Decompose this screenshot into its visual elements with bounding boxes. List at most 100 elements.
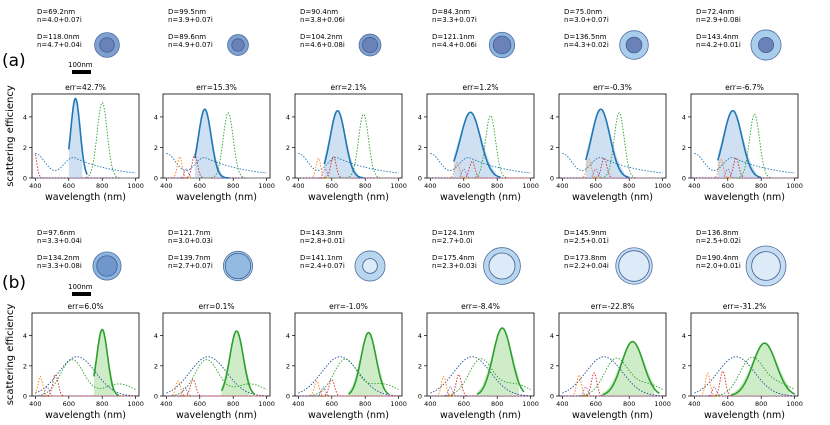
- error-label: err=-1.0%: [329, 302, 368, 311]
- error-label: err=42.7%: [65, 83, 106, 92]
- outer-diameter-text: D=139.7nm: [168, 254, 211, 262]
- inner-index-text: n=2.7+0.0i: [432, 237, 472, 245]
- outer-index-text: n=2.4+0.07i: [300, 262, 345, 270]
- outer-diameter-text: D=143.4nm: [696, 33, 739, 41]
- y-tick-label: 4: [23, 113, 27, 121]
- inner-index-text: n=2.8+0.01i: [300, 237, 345, 245]
- x-tick-label: 600: [194, 400, 206, 408]
- x-tick-label: 400: [160, 182, 172, 190]
- x-tick-label: 600: [63, 182, 75, 190]
- mode-curve-green: [166, 359, 267, 397]
- mode-curve-purple: [430, 168, 531, 179]
- outer-diameter-text: D=190.4nm: [696, 254, 739, 262]
- inner-index-text: n=4.0+0.07i: [37, 16, 82, 24]
- x-axis-label: wavelength (nm): [572, 192, 653, 203]
- x-tick-label: 400: [29, 400, 41, 408]
- mode-curve-blue: [35, 356, 136, 397]
- error-label: err=-6.7%: [725, 83, 764, 92]
- y-tick-label: 2: [154, 362, 158, 370]
- outer-diameter-text: D=173.8nm: [564, 254, 607, 262]
- particle-core: [96, 255, 118, 277]
- inner-index-text: n=3.3+0.04i: [37, 237, 82, 245]
- outer-index-text: n=4.7+0.04i: [37, 41, 82, 49]
- y-axis-label: scattering efficiency: [5, 85, 16, 187]
- x-tick-label: 800: [491, 400, 503, 408]
- mode-curve-purple: [298, 386, 399, 397]
- y-tick-label: 4: [154, 332, 158, 340]
- x-tick-label: 600: [590, 182, 602, 190]
- particle-core: [224, 252, 252, 280]
- inner-index-text: n=3.8+0.06i: [300, 16, 345, 24]
- scale-bar-label: 100nm: [68, 283, 93, 291]
- predicted-spectrum: [220, 330, 256, 396]
- particle-core: [362, 37, 378, 53]
- y-tick-label: 0: [418, 393, 422, 401]
- x-tick-label: 400: [556, 400, 568, 408]
- outer-index-text: n=4.3+0.02i: [564, 41, 609, 49]
- outer-index-text: n=2.0+0.01i: [696, 262, 741, 270]
- mode-curve-purple: [166, 386, 267, 397]
- x-tick-label: 1000: [127, 182, 144, 190]
- x-tick-label: 600: [458, 400, 470, 408]
- mode-curve-blue: [298, 356, 399, 397]
- particle-core: [751, 251, 781, 281]
- particle-core: [488, 252, 516, 280]
- particle-core: [231, 38, 245, 52]
- x-tick-label: 400: [292, 400, 304, 408]
- x-tick-label: 400: [29, 182, 41, 190]
- y-tick-label: 2: [286, 144, 290, 152]
- x-tick-label: 400: [292, 182, 304, 190]
- x-tick-label: 1000: [258, 400, 275, 408]
- y-tick-label: 2: [550, 144, 554, 152]
- y-tick-label: 4: [154, 113, 158, 121]
- x-tick-label: 800: [96, 400, 108, 408]
- mode-curve-green: [562, 357, 663, 397]
- axes-frame: [294, 312, 403, 397]
- x-tick-label: 600: [458, 182, 470, 190]
- x-tick-label: 600: [590, 400, 602, 408]
- x-tick-label: 1000: [258, 182, 275, 190]
- y-tick-label: 0: [682, 393, 686, 401]
- x-tick-label: 1000: [522, 182, 539, 190]
- x-axis-label: wavelength (nm): [176, 192, 257, 203]
- y-tick-label: 0: [154, 175, 158, 183]
- outer-index-text: n=4.9+0.07i: [168, 41, 213, 49]
- outer-index-text: n=4.4+0.06i: [432, 41, 477, 49]
- inner-diameter-text: D=90.4nm: [300, 8, 338, 16]
- inner-diameter-text: D=143.3nm: [300, 229, 343, 237]
- x-tick-label: 800: [359, 182, 371, 190]
- mode-curve-purple: [430, 386, 531, 397]
- scale-bar: [72, 292, 91, 296]
- y-tick-label: 2: [418, 362, 422, 370]
- mode-curve-purple: [694, 386, 795, 397]
- inner-diameter-text: D=136.8nm: [696, 229, 739, 237]
- mode-curve-blue: [166, 356, 267, 397]
- x-tick-label: 800: [755, 182, 767, 190]
- row-label: (b): [2, 273, 26, 293]
- x-tick-label: 1000: [522, 400, 539, 408]
- x-tick-label: 600: [722, 182, 734, 190]
- predicted-spectrum: [602, 340, 660, 396]
- x-tick-label: 600: [63, 400, 75, 408]
- y-tick-label: 4: [682, 113, 686, 121]
- inner-diameter-text: D=145.9nm: [564, 229, 607, 237]
- x-tick-label: 600: [326, 182, 338, 190]
- outer-index-text: n=2.3+0.03i: [432, 262, 477, 270]
- y-tick-label: 4: [286, 113, 290, 121]
- mode-curve-purple: [35, 386, 136, 397]
- outer-diameter-text: D=141.1nm: [300, 254, 343, 262]
- mode-curve-green: [430, 358, 531, 397]
- target-spectrum-band: [68, 100, 83, 178]
- outer-index-text: n=3.3+0.08i: [37, 262, 82, 270]
- x-tick-label: 400: [556, 182, 568, 190]
- y-tick-label: 2: [418, 144, 422, 152]
- y-tick-label: 2: [682, 362, 686, 370]
- x-axis-label: wavelength (nm): [308, 410, 389, 421]
- particle-core: [492, 35, 512, 55]
- error-label: err=6.0%: [68, 302, 104, 311]
- mode-curve-green: [35, 101, 136, 179]
- x-axis-label: wavelength (nm): [440, 192, 521, 203]
- error-label: err=-0.3%: [593, 83, 632, 92]
- x-tick-label: 400: [160, 400, 172, 408]
- x-axis-label: wavelength (nm): [704, 410, 785, 421]
